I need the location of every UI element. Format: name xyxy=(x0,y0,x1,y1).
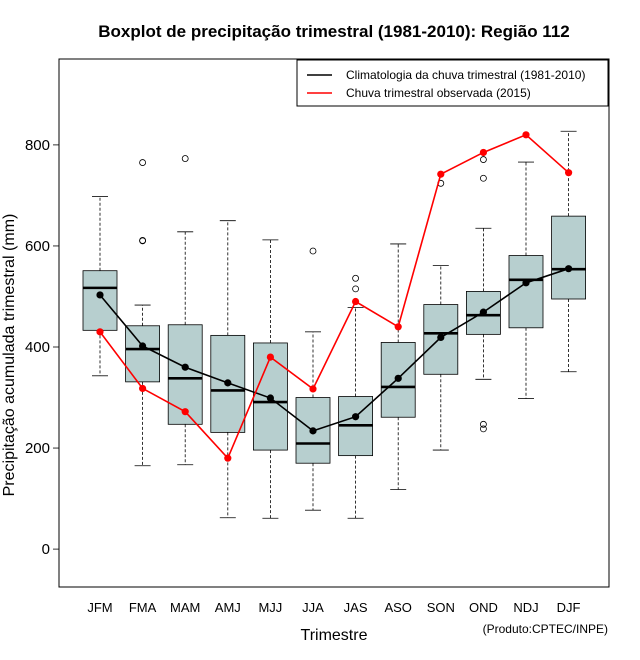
legend: Climatologia da chuva trimestral (1981-2… xyxy=(296,59,609,107)
outlier-ond-0 xyxy=(479,425,487,433)
series-point-observed-mjj xyxy=(266,353,274,361)
series-point-climatology-jja xyxy=(309,427,317,435)
x-tick-label-ond: OND xyxy=(469,600,498,615)
series-point-observed-ond xyxy=(479,148,487,157)
box-djf xyxy=(551,215,586,300)
outlier-fma-1 xyxy=(139,237,147,245)
legend-frame xyxy=(296,59,609,107)
x-tick-label-jfm: JFM xyxy=(87,600,112,615)
chart-title: Boxplot de precipitação trimestral (1981… xyxy=(98,22,569,41)
outlier-jja-0 xyxy=(309,247,317,255)
series-point-climatology-son xyxy=(437,333,445,341)
outlier-fma-2 xyxy=(139,159,147,166)
outlier-ond-2 xyxy=(479,174,487,182)
outlier-ond-3 xyxy=(479,156,487,163)
series-point-climatology-jfm xyxy=(96,291,104,299)
series-line-observed xyxy=(99,133,570,460)
series-point-observed-amj xyxy=(224,454,232,462)
series-point-observed-jas xyxy=(352,297,360,306)
series-point-climatology-mam xyxy=(181,363,189,371)
series-point-observed-jfm xyxy=(96,328,104,336)
series-point-observed-djf xyxy=(565,169,573,177)
y-tick-label-400: 400 xyxy=(25,339,50,356)
x-tick-label-mjj: MJJ xyxy=(258,600,282,615)
series-point-observed-ndj xyxy=(522,131,530,139)
x-tick-label-jja: JJA xyxy=(302,600,324,615)
x-tick-label-fma: FMA xyxy=(129,600,157,615)
box-mam xyxy=(167,324,203,425)
outlier-ond-1 xyxy=(479,420,487,428)
series-point-climatology-jas xyxy=(352,413,360,421)
x-axis-label: Trimestre xyxy=(301,627,368,644)
y-tick-label-800: 800 xyxy=(25,137,50,154)
x-tick-label-mam: MAM xyxy=(170,600,200,615)
y-tick-label-200: 200 xyxy=(25,440,50,457)
series-point-climatology-aso xyxy=(394,374,402,382)
series-line-climatology xyxy=(99,267,569,432)
product-credit: (Produto:CPTEC/INPE) xyxy=(483,622,608,636)
legend-label-observed: Chuva trimestral observada (2015) xyxy=(346,86,531,100)
series-point-observed-mam xyxy=(181,408,189,416)
x-tick-label-aso: ASO xyxy=(384,600,411,615)
outlier-mam-0 xyxy=(181,155,189,162)
series-point-climatology-ndj xyxy=(522,279,530,287)
series-point-observed-aso xyxy=(394,323,402,331)
box-jfm xyxy=(82,270,118,331)
x-tick-label-son: SON xyxy=(427,600,455,615)
box-ndj xyxy=(508,255,544,329)
y-tick-label-600: 600 xyxy=(25,238,50,255)
series-point-observed-son xyxy=(437,170,445,178)
x-tick-label-ndj: NDJ xyxy=(513,600,538,615)
legend-label-climatology: Climatologia da chuva trimestral (1981-2… xyxy=(346,68,585,82)
x-tick-label-amj: AMJ xyxy=(215,600,241,615)
series-point-climatology-mjj xyxy=(266,394,274,402)
plot-frame xyxy=(58,58,610,588)
series-point-climatology-djf xyxy=(565,265,573,273)
series-point-observed-jja xyxy=(309,385,317,393)
box-aso xyxy=(380,342,416,418)
series-point-climatology-ond xyxy=(479,308,487,316)
series-point-observed-fma xyxy=(139,384,147,393)
x-tick-label-djf: DJF xyxy=(557,600,581,615)
y-axis-label: Precipitação acumulada trimestral (mm) xyxy=(1,214,18,497)
series-point-climatology-amj xyxy=(224,379,232,387)
x-tick-label-jas: JAS xyxy=(344,600,368,615)
outlier-jas-0 xyxy=(352,285,360,293)
series-point-climatology-fma xyxy=(139,342,147,350)
y-tick-label-0: 0 xyxy=(42,541,50,558)
outlier-jas-1 xyxy=(352,274,360,282)
